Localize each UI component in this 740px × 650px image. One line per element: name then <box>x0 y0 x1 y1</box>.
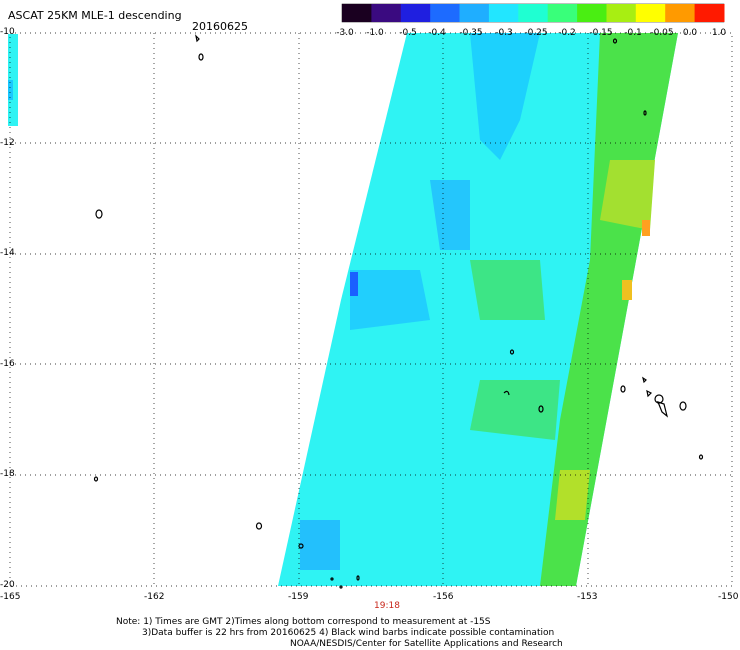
y-tick-label: -20 <box>0 580 15 590</box>
x-tick-label: -153 <box>577 592 598 602</box>
colorbar-label: -3.0 <box>336 28 354 38</box>
colorbar-swatch <box>577 4 607 22</box>
colorbar-swatch <box>342 4 372 22</box>
colorbar-swatch <box>606 4 637 22</box>
colorbar-label: -0.05 <box>650 28 674 38</box>
colorbar-swatch <box>488 4 519 22</box>
map-date: 20160625 <box>192 20 248 33</box>
note-line-3: NOAA/NESDIS/Center for Satellite Applica… <box>290 639 563 649</box>
colorbar-label: -0.2 <box>558 28 576 38</box>
x-tick-label: -150 <box>718 592 739 602</box>
x-tick-label: -159 <box>288 592 309 602</box>
colorbar <box>341 3 725 23</box>
colorbar-swatch <box>459 4 490 22</box>
colorbar-label: -0.3 <box>495 28 513 38</box>
colorbar-label: -1.0 <box>366 28 384 38</box>
colorbar-label: -0.5 <box>399 28 417 38</box>
y-tick-label: -18 <box>0 469 15 479</box>
time-label: 19:18 <box>374 601 400 611</box>
note-line-1: Note: 1) Times are GMT 2)Times along bot… <box>116 617 491 627</box>
colorbar-swatch <box>694 4 725 22</box>
colorbar-swatch <box>400 4 431 22</box>
y-tick-label: -16 <box>0 359 15 369</box>
map-title: ASCAT 25KM MLE-1 descending <box>8 9 182 22</box>
colorbar-label: -0.25 <box>524 28 548 38</box>
note-line-2: 3)Data buffer is 22 hrs from 20160625 4)… <box>142 628 555 638</box>
y-tick-label: -10 <box>0 27 15 37</box>
colorbar-label: -0.1 <box>624 28 642 38</box>
colorbar-swatch <box>665 4 696 22</box>
colorbar-label: -0.4 <box>428 28 446 38</box>
colorbar-swatch <box>635 4 666 22</box>
x-tick-label: -156 <box>433 592 454 602</box>
colorbar-label: -0.15 <box>589 28 613 38</box>
x-tick-label: -165 <box>0 592 21 602</box>
x-tick-label: -162 <box>144 592 165 602</box>
colorbar-swatch <box>518 4 549 22</box>
y-tick-label: -12 <box>0 138 15 148</box>
colorbar-label: 0.0 <box>682 28 698 38</box>
colorbar-label: -0.35 <box>459 28 483 38</box>
colorbar-label: 1.0 <box>711 28 727 38</box>
colorbar-swatch <box>371 4 402 22</box>
colorbar-swatch <box>430 4 461 22</box>
colorbar-swatch <box>547 4 578 22</box>
wind-swath <box>278 33 678 586</box>
island-outlines <box>93 34 704 589</box>
y-tick-label: -14 <box>0 248 15 258</box>
grid-lines <box>10 33 732 586</box>
